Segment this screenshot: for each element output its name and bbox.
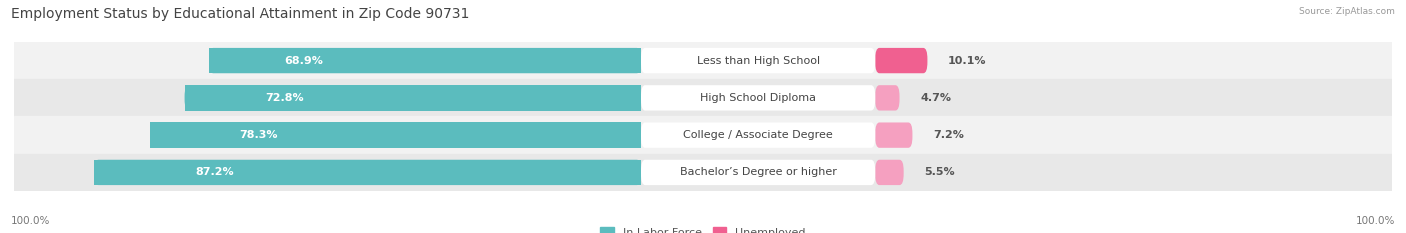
FancyBboxPatch shape — [876, 123, 912, 148]
FancyBboxPatch shape — [641, 85, 876, 110]
Bar — [14, 116, 1392, 154]
Bar — [14, 79, 1392, 116]
Bar — [94, 160, 641, 185]
Text: 10.1%: 10.1% — [948, 56, 987, 65]
Bar — [209, 48, 641, 73]
Text: 100.0%: 100.0% — [11, 216, 51, 226]
FancyBboxPatch shape — [641, 160, 876, 185]
Bar — [14, 154, 1392, 191]
Text: College / Associate Degree: College / Associate Degree — [683, 130, 832, 140]
Text: 68.9%: 68.9% — [284, 56, 323, 65]
FancyBboxPatch shape — [209, 48, 641, 73]
Text: 72.8%: 72.8% — [266, 93, 304, 103]
Text: Bachelor’s Degree or higher: Bachelor’s Degree or higher — [679, 168, 837, 177]
Bar — [184, 85, 641, 110]
FancyBboxPatch shape — [641, 123, 876, 148]
Text: 78.3%: 78.3% — [239, 130, 277, 140]
Text: 100.0%: 100.0% — [1355, 216, 1395, 226]
FancyBboxPatch shape — [876, 160, 904, 185]
FancyBboxPatch shape — [184, 85, 641, 110]
Text: 5.5%: 5.5% — [924, 168, 955, 177]
Legend: In Labor Force, Unemployed: In Labor Force, Unemployed — [600, 227, 806, 233]
Bar — [14, 42, 1392, 79]
FancyBboxPatch shape — [641, 48, 876, 73]
Text: 7.2%: 7.2% — [934, 130, 965, 140]
FancyBboxPatch shape — [876, 85, 900, 110]
FancyBboxPatch shape — [876, 48, 928, 73]
Text: 87.2%: 87.2% — [195, 168, 233, 177]
Text: Employment Status by Educational Attainment in Zip Code 90731: Employment Status by Educational Attainm… — [11, 7, 470, 21]
Text: 4.7%: 4.7% — [920, 93, 952, 103]
FancyBboxPatch shape — [94, 160, 641, 185]
Text: Source: ZipAtlas.com: Source: ZipAtlas.com — [1299, 7, 1395, 16]
Bar — [150, 123, 641, 148]
Text: High School Diploma: High School Diploma — [700, 93, 815, 103]
FancyBboxPatch shape — [150, 123, 641, 148]
Text: Less than High School: Less than High School — [696, 56, 820, 65]
